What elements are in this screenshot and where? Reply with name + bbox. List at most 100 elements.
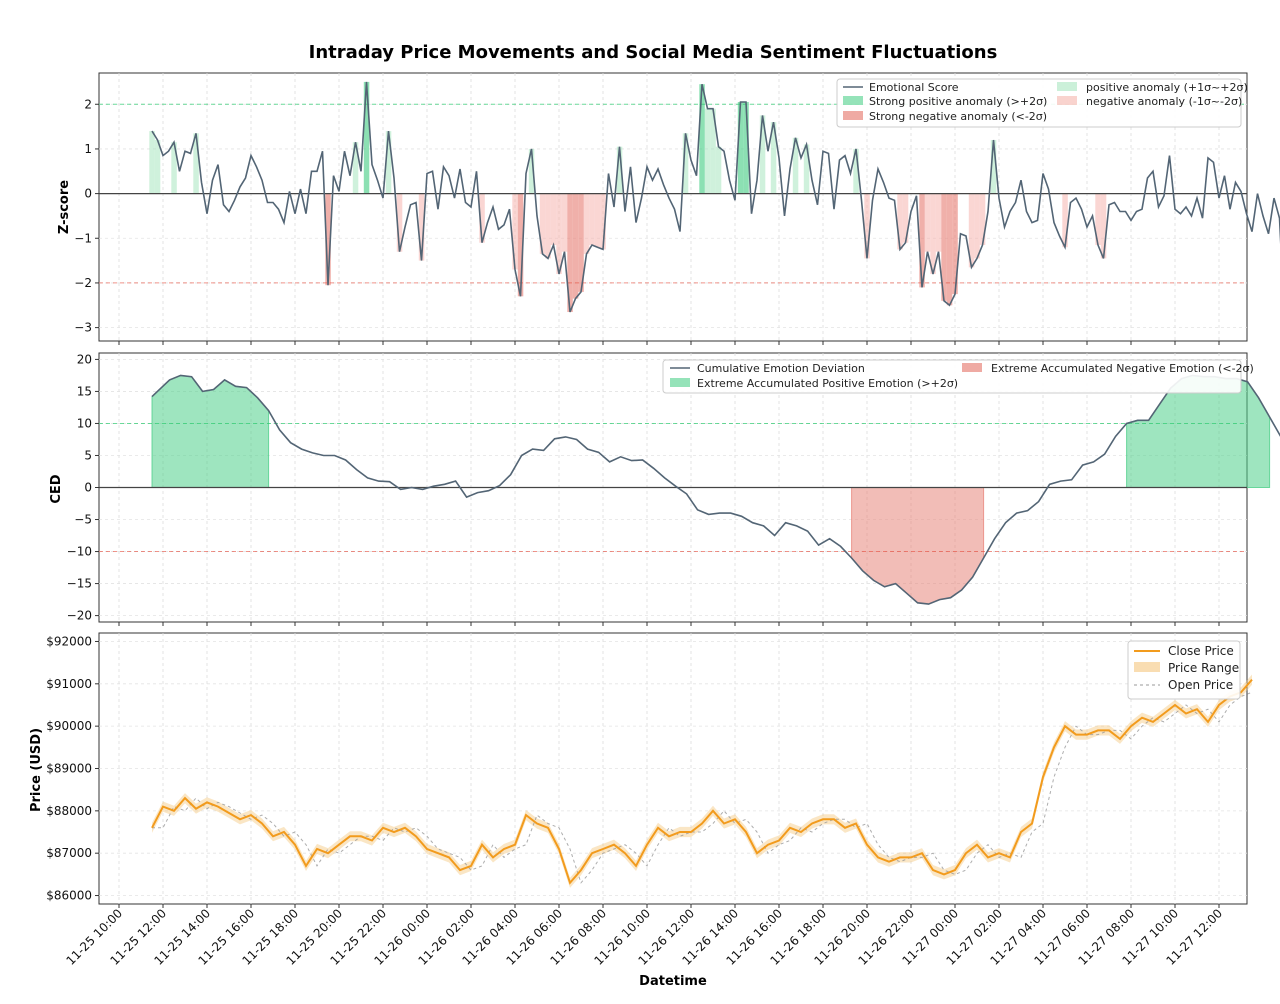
negative-anomaly-bar (974, 193, 980, 259)
negative-anomaly-bar (561, 193, 568, 252)
y-tick-label: −15 (67, 577, 92, 591)
negative-anomaly-bar (952, 193, 958, 295)
y-tick-label: 15 (77, 384, 92, 398)
negative-anomaly-bar (550, 193, 557, 245)
legend-ced-negative: Extreme Accumulated Negative Emotion (<-… (991, 362, 1254, 375)
positive-anomaly-bar (990, 140, 997, 194)
price-legend-box (1127, 640, 1241, 700)
panel-zscore: 2 1 0 −1 −2 −3 Z-score Emotional Score Strong… (57, 72, 1280, 345)
legend-ced-positive-swatch (670, 378, 690, 387)
legend-strong-negative-swatch (843, 111, 863, 120)
positive-anomaly-bar (616, 146, 623, 194)
negative-anomaly-bar (325, 193, 331, 286)
positive-anomaly-bar (737, 102, 744, 194)
price-legend: Close Price Price Range Open Price (1127, 640, 1241, 700)
legend-price-range: Price Range (1168, 661, 1239, 675)
y-tick-label: −10 (67, 545, 92, 559)
negative-anomaly-bar (1062, 193, 1068, 248)
legend-close-price: Close Price (1168, 644, 1234, 658)
negative-anomaly-bar (418, 193, 425, 261)
positive-anomaly-bar (528, 148, 535, 194)
legend-strong-positive: Strong positive anomaly (>+2σ) (869, 95, 1047, 108)
negative-anomaly-bar (589, 193, 595, 245)
negative-anomaly-bar (578, 193, 584, 292)
y-tick-label: $86000 (46, 889, 92, 903)
positive-anomaly-bar (193, 133, 199, 194)
negative-anomaly-bar (600, 193, 606, 250)
ced-extreme-fills (151, 374, 1271, 605)
y-tick-label: $91000 (46, 677, 92, 691)
x-axis-label: Datetime (639, 974, 707, 989)
y-tick-label: −20 (67, 609, 92, 623)
positive-anomaly-bar (154, 140, 161, 194)
panel-ced: 20 15 10 5 0 −5 −10 −15 −20 CED Cumulative Emoti… (49, 352, 1280, 626)
positive-anomaly-bar (803, 144, 810, 194)
negative-anomaly-bar (572, 193, 579, 299)
y-tick-label: −5 (74, 513, 92, 527)
positive-anomaly-bar (710, 108, 716, 194)
y-tick-label: 10 (77, 416, 92, 430)
legend-open-price: Open Price (1168, 678, 1233, 692)
negative-anomaly-bar (935, 193, 942, 252)
ced-y-ticks: 20 15 10 5 0 −5 −10 −15 −20 (67, 352, 99, 623)
negative-anomaly-bar (968, 193, 975, 268)
ced-legend-box (662, 359, 1242, 394)
price-y-ticks: $92000 $91000 $90000 $89000 $88000 $87000 $860… (46, 634, 99, 903)
zscore-legend: Emotional Score Strong positive anomaly … (836, 78, 1248, 128)
positive-anomaly-bar (715, 146, 722, 194)
negative-anomaly-bar (594, 193, 601, 248)
negative-anomaly-bar (941, 193, 947, 301)
negative-anomaly-bar (512, 193, 518, 270)
zscore-anomaly-fills (149, 81, 1107, 312)
negative-anomaly-bar (583, 193, 590, 254)
y-tick-label: 0 (84, 187, 92, 201)
positive-anomaly-bar (363, 81, 370, 194)
y-tick-label: $88000 (46, 804, 92, 818)
legend-emotional-score: Emotional Score (869, 81, 959, 94)
chart-title: Intraday Price Movements and Social Medi… (309, 42, 998, 63)
y-tick-label: 5 (84, 448, 92, 462)
zscore-y-axis-label: Z-score (57, 180, 72, 234)
zscore-series-line (151, 81, 1280, 313)
negative-anomaly-bar (897, 193, 903, 250)
negative-anomaly-bar (864, 193, 870, 259)
y-tick-label: 1 (84, 142, 92, 156)
positive-anomaly-bar (149, 131, 155, 194)
negative-anomaly-bar (979, 193, 986, 245)
negative-anomaly-bar (396, 193, 403, 252)
legend-negative-anomaly: negative anomaly (-1σ~-2σ) (1086, 95, 1242, 108)
negative-anomaly-bar (539, 193, 546, 254)
positive-anomaly-bar (385, 131, 392, 194)
y-tick-label: 20 (77, 352, 92, 366)
positive-anomaly-bar (352, 142, 359, 194)
price-y-axis-label: Price (USD) (29, 728, 44, 812)
positive-anomaly-bar (853, 148, 859, 194)
negative-anomaly-bar (946, 193, 953, 306)
legend-strong-positive-swatch (843, 96, 863, 105)
legend-ced-positive: Extreme Accumulated Positive Emotion (>+… (697, 377, 958, 390)
negative-anomaly-bar (919, 193, 925, 288)
ced-series-line (151, 374, 1280, 605)
positive-anomaly-bar (770, 122, 777, 194)
y-tick-label: $90000 (46, 719, 92, 733)
legend-ced-negative-swatch (962, 363, 982, 372)
positive-anomaly-bar (699, 84, 705, 194)
positive-anomaly-bar (792, 137, 799, 194)
negative-anomaly-bar (1095, 193, 1101, 245)
y-tick-label: 2 (84, 97, 92, 111)
negative-anomaly-bar (545, 193, 551, 259)
negative-anomaly-bar (479, 193, 485, 243)
negative-anomaly-bar (517, 193, 524, 297)
legend-positive-anomaly-swatch (1057, 82, 1077, 91)
price-plot-area (98, 632, 1248, 905)
y-tick-label: $92000 (46, 634, 92, 648)
positive-anomaly-bar (743, 102, 749, 194)
positive-anomaly-bar (759, 115, 766, 194)
legend-strong-negative: Strong negative anomaly (<-2σ) (869, 110, 1047, 123)
negative-anomaly-bar (902, 193, 909, 243)
y-tick-label: −1 (74, 231, 92, 245)
close-price-line (151, 678, 1253, 885)
negative-anomaly-bar (924, 193, 931, 252)
positive-anomaly-bar (171, 142, 177, 194)
